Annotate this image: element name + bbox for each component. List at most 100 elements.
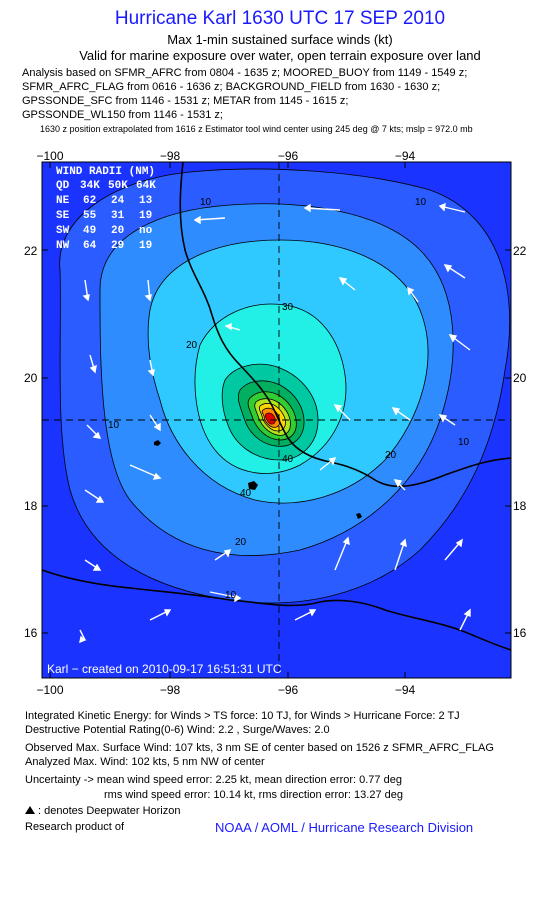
- axis-ticks: [42, 162, 511, 678]
- lon-tick-label: −98: [160, 149, 181, 163]
- wind-radii-cell: SE: [56, 210, 70, 222]
- lon-tick-label: −96: [278, 683, 299, 697]
- wind-arrow: [214, 549, 232, 561]
- wind-map: −100 −98 −96 −94 −100 −98 −96 −94 22 20 …: [24, 149, 527, 697]
- wind-vectors: [79, 202, 471, 644]
- wind-arrow: [86, 424, 102, 439]
- lat-tick-label: 16: [513, 626, 527, 640]
- wind-arrow: [144, 279, 152, 302]
- org-name: NOAA / AOML / Hurricane Research Divisio…: [215, 820, 474, 835]
- wind-radii-cell: 20: [111, 225, 124, 237]
- map-title: Hurricane Karl 1630 UTC 17 SEP 2010: [114, 8, 446, 29]
- contour-label: 20: [385, 450, 397, 461]
- research-label: Research product of: [25, 821, 125, 833]
- wind-arrow: [84, 489, 105, 503]
- wind-radii-header: QD: [56, 180, 70, 192]
- wind-arrow: [334, 536, 350, 571]
- lon-tick-label: −94: [395, 683, 416, 697]
- wind-radii-header: 64K: [136, 180, 156, 192]
- wind-arrow: [391, 407, 411, 421]
- wind-arrow: [443, 264, 466, 279]
- analysis-line: GPSSONDE_SFC from 1146 - 1531 z; METAR f…: [22, 95, 349, 107]
- wind-arrow: [407, 286, 419, 303]
- contour-label: 40: [240, 488, 252, 499]
- wind-arrow: [338, 277, 356, 291]
- wind-radii-cell: SW: [56, 225, 70, 237]
- lon-tick-label: −96: [278, 149, 299, 163]
- contour-label: 20: [235, 537, 247, 548]
- coastline-south: [42, 569, 511, 651]
- wind-arrow: [303, 203, 341, 213]
- wind-arrow: [438, 202, 466, 213]
- contour-label: 10: [458, 437, 470, 448]
- wind-arrow: [393, 479, 406, 491]
- wind-arrow: [82, 279, 90, 302]
- contour-label: 10: [200, 197, 212, 208]
- map-subtitle-2: Valid for marine exposure over water, op…: [79, 48, 481, 63]
- wind-radii-table: WIND RADII (NM) QD 34K 50K 64K NE 62 24 …: [56, 166, 156, 252]
- wind-arrow: [149, 414, 161, 432]
- wind-radii-cell: 29: [111, 240, 124, 252]
- analysis-line: Analysis based on SFMR_AFRC from 0804 - …: [22, 67, 468, 79]
- contour-label: 20: [186, 340, 198, 351]
- wind-radii-cell: 31: [111, 210, 125, 222]
- ike-text: Integrated Kinetic Energy: for Winds > T…: [25, 710, 460, 722]
- lon-tick-label: −100: [36, 149, 63, 163]
- lon-tick-label: −94: [395, 149, 416, 163]
- wind-arrow: [149, 609, 172, 621]
- island: [356, 513, 362, 519]
- lon-tick-label: −98: [160, 683, 181, 697]
- wind-radii-cell: 19: [139, 240, 152, 252]
- position-note: 1630 z position extrapolated from 1616 z…: [40, 124, 473, 134]
- wind-radii-cell: 13: [139, 195, 153, 207]
- wind-arrow: [84, 559, 102, 571]
- contour-label: 10: [225, 590, 237, 601]
- lon-tick-label: −100: [36, 683, 63, 697]
- wind-arrow: [333, 404, 351, 421]
- coastline: [179, 162, 511, 488]
- wind-arrow: [89, 354, 97, 374]
- observed-max-text: Observed Max. Surface Wind: 107 kts, 3 n…: [25, 742, 494, 754]
- contour-label: 10: [108, 420, 120, 431]
- contour-label: 30: [282, 302, 294, 313]
- deepwater-icon: [25, 806, 35, 814]
- wind-arrow: [209, 591, 242, 603]
- lat-tick-label: 22: [24, 244, 38, 258]
- map-subtitle: Max 1-min sustained surface winds (kt): [167, 32, 393, 47]
- uncertainty-text: Uncertainty -> mean wind speed error: 2.…: [25, 774, 402, 786]
- wind-arrow: [294, 609, 317, 621]
- wind-arrow: [193, 215, 226, 225]
- wind-radii-cell: 62: [83, 195, 96, 207]
- deepwater-label: : denotes Deepwater Horizon: [38, 805, 181, 817]
- wind-radii-cell: 64: [83, 240, 97, 252]
- analyzed-max-text: Analyzed Max. Wind: 102 kts, 5 nm NW of …: [25, 756, 265, 768]
- wind-radii-cell: 55: [83, 210, 97, 222]
- wind-radii-title: WIND RADII (NM): [56, 166, 155, 178]
- wind-radii-cell: 19: [139, 210, 152, 222]
- wind-radii-cell: NW: [56, 240, 70, 252]
- uncertainty-text-2: rms wind speed error: 10.14 kt, rms dire…: [104, 789, 403, 801]
- wind-arrow: [394, 538, 407, 571]
- wind-radii-cell: 49: [83, 225, 96, 237]
- map-frame: [41, 161, 512, 679]
- wind-radii-cell: NE: [56, 195, 70, 207]
- wind-arrow: [459, 608, 471, 631]
- wind-arrow: [319, 457, 337, 471]
- wind-radii-cell: no: [139, 225, 153, 237]
- wind-arrow: [129, 464, 162, 480]
- wind-arrow: [444, 538, 463, 561]
- dpr-text: Destructive Potential Rating(0-6) Wind: …: [25, 724, 330, 736]
- lat-tick-label: 16: [24, 626, 38, 640]
- analysis-line: GPSSONDE_WL150 from 1146 - 1531 z;: [22, 109, 223, 121]
- contour-label: 10: [415, 197, 427, 208]
- wind-radii-cell: 24: [111, 195, 125, 207]
- analysis-line: SFMR_AFRC_FLAG from 0616 - 1636 z; BACKG…: [22, 81, 441, 93]
- wind-arrow: [448, 334, 471, 351]
- wind-arrow: [147, 359, 155, 377]
- lat-tick-label: 22: [513, 244, 527, 258]
- wind-radii-header: 34K: [80, 180, 100, 192]
- wind-arrow: [224, 322, 241, 331]
- island: [154, 440, 161, 446]
- storm-center: [264, 412, 276, 425]
- lat-tick-label: 18: [24, 499, 38, 513]
